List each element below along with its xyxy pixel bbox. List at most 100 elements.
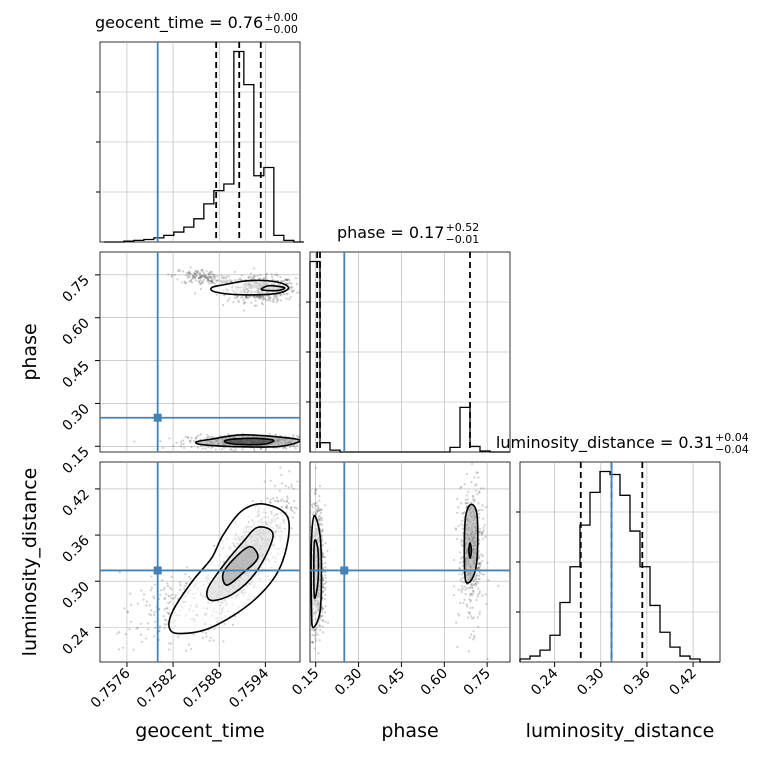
sample-point xyxy=(317,509,320,512)
sample-point xyxy=(474,484,477,487)
sample-point xyxy=(291,290,294,293)
sample-point xyxy=(462,581,466,584)
sample-point xyxy=(168,595,171,598)
sample-point xyxy=(249,275,252,279)
sample-point xyxy=(209,274,212,278)
sample-point xyxy=(455,621,458,624)
sample-point xyxy=(170,273,173,276)
sample-point xyxy=(145,604,148,607)
sample-point xyxy=(231,623,235,626)
sample-point xyxy=(261,295,264,298)
sample-point xyxy=(205,635,208,638)
sample-point xyxy=(192,439,196,443)
sample-point xyxy=(229,280,232,283)
sample-point xyxy=(198,274,202,277)
sample-point xyxy=(194,437,198,440)
sample-point xyxy=(253,304,257,307)
sample-point xyxy=(253,267,256,270)
sample-point xyxy=(234,278,237,282)
sample-point xyxy=(123,607,126,610)
sample-point xyxy=(276,274,279,277)
sample-point xyxy=(209,276,212,279)
sample-point xyxy=(118,571,121,574)
sample-point xyxy=(275,301,278,304)
sample-point xyxy=(149,589,152,592)
sample-point xyxy=(165,619,168,622)
sample-point xyxy=(187,271,190,274)
sample-point xyxy=(136,602,139,605)
x-tick-label: 0.75 xyxy=(461,666,494,699)
sample-point xyxy=(274,295,278,298)
sample-point xyxy=(211,279,214,282)
sample-point xyxy=(285,282,288,285)
sample-point xyxy=(293,511,296,514)
sample-point xyxy=(225,280,228,283)
sample-point xyxy=(302,441,304,443)
sample-point xyxy=(482,517,485,520)
panel-geocent_time-vs-luminosity_distance xyxy=(99,461,301,663)
sample-point xyxy=(163,597,166,600)
sample-point xyxy=(222,294,226,297)
sample-point xyxy=(194,272,197,275)
sample-point xyxy=(321,619,324,622)
sample-point xyxy=(468,598,471,601)
sample-point xyxy=(260,297,263,300)
y-tick-label: 0.24 xyxy=(59,625,92,658)
sample-point xyxy=(319,615,322,618)
sample-point xyxy=(182,442,185,446)
sample-point xyxy=(310,503,312,506)
x-tick-label: 0.7582 xyxy=(134,666,180,712)
sample-point xyxy=(259,295,262,299)
sample-point xyxy=(242,298,245,301)
sample-point xyxy=(177,636,180,639)
sample-point xyxy=(174,594,177,597)
sample-point xyxy=(278,489,281,492)
title-plus-error: +0.00 xyxy=(264,11,298,24)
sample-point xyxy=(285,506,288,510)
sample-point xyxy=(130,603,133,606)
sample-point xyxy=(163,623,166,626)
sample-point xyxy=(220,280,223,283)
sample-point xyxy=(181,270,185,273)
y-tick-label: 0.42 xyxy=(59,486,92,519)
sample-point xyxy=(295,435,299,438)
sample-point xyxy=(324,574,327,577)
x-tick-label: 0.7594 xyxy=(226,665,272,711)
sample-point xyxy=(168,642,171,645)
sample-point xyxy=(472,630,475,633)
sample-point xyxy=(480,559,484,563)
sample-point xyxy=(324,503,327,507)
sample-point xyxy=(285,504,289,507)
sample-point xyxy=(169,586,172,589)
sample-point xyxy=(459,557,463,560)
sample-point xyxy=(479,487,483,490)
sample-point xyxy=(485,603,488,606)
sample-point xyxy=(207,276,210,279)
sample-point xyxy=(204,447,207,450)
sample-point xyxy=(482,529,485,532)
sample-point xyxy=(193,292,197,295)
sample-point xyxy=(188,275,191,278)
sample-point xyxy=(318,499,321,502)
sample-point xyxy=(189,439,192,442)
sample-point xyxy=(258,277,261,281)
sample-point xyxy=(310,547,311,549)
sample-point xyxy=(181,281,184,284)
title-plus-error: +0.04 xyxy=(715,431,749,444)
sample-point xyxy=(279,299,283,302)
sample-point xyxy=(223,622,226,626)
sample-point xyxy=(314,513,318,516)
sample-point xyxy=(262,296,265,300)
sample-point xyxy=(475,483,478,486)
sample-point xyxy=(460,502,463,505)
sample-point xyxy=(470,462,474,466)
sample-point xyxy=(211,280,214,284)
sample-point xyxy=(272,297,275,300)
sample-point xyxy=(477,581,480,584)
sample-point xyxy=(322,586,326,590)
sample-point xyxy=(284,484,287,488)
sample-point xyxy=(323,555,326,559)
sample-point xyxy=(312,629,315,632)
sample-point xyxy=(320,519,323,522)
sample-point xyxy=(285,447,288,450)
